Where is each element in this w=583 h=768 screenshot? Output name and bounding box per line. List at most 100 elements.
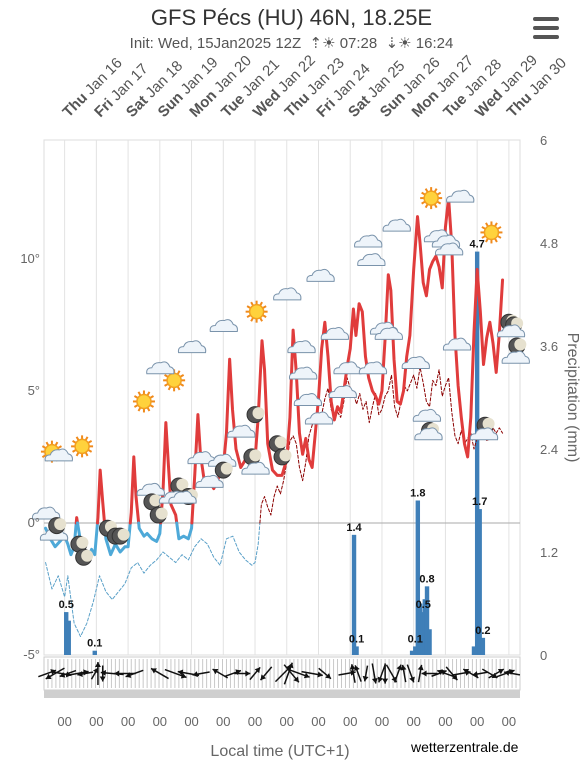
cloud-icon [469, 427, 499, 441]
wind-head [245, 670, 251, 677]
wind-head [451, 674, 458, 681]
temp-axis-tick: 0° [28, 515, 40, 530]
cloud-shape [287, 340, 316, 354]
cloud-icon [496, 324, 526, 338]
precip-axis-tick: 6 [540, 133, 547, 148]
precip-axis-title: Precipitation (mm) [564, 333, 581, 463]
hour-tick-label: 00 [248, 714, 262, 729]
cloud-icon [442, 337, 472, 351]
wind-head [463, 669, 470, 675]
time-strip [44, 690, 520, 698]
precip-value-label: 0.5 [416, 599, 431, 611]
temperature-line [95, 468, 107, 525]
precip-bar [480, 637, 486, 655]
precip-value-label: 0.8 [419, 573, 434, 585]
wind-arrow-icon [77, 671, 94, 677]
moon-light [155, 507, 168, 520]
precip-bar [409, 650, 415, 655]
wind-head [362, 675, 369, 682]
sun-disc [136, 393, 152, 410]
wind-arrow-icon [125, 669, 144, 678]
cloud-icon [209, 319, 238, 333]
sun-disc [423, 190, 439, 206]
cloud-shape [195, 474, 224, 488]
wind-arrow-icon [462, 668, 479, 679]
precip-axis-tick: 1.2 [540, 545, 558, 560]
wind-head [45, 673, 52, 679]
hamburger-menu-icon[interactable] [533, 17, 559, 39]
cloud-shape [320, 327, 350, 340]
hour-tick-label: 00 [343, 714, 357, 729]
wind-head [354, 665, 360, 672]
sunrise-icon: ⇡☀ [309, 35, 336, 52]
wind-arrow-icon [224, 669, 242, 678]
wind-arrow-icon [406, 664, 415, 683]
moon-light [176, 478, 189, 491]
wind-head [417, 664, 424, 671]
wind-arrow-icon [301, 670, 323, 678]
wind-head [260, 674, 267, 681]
wind-head [59, 671, 66, 678]
precip-bar [420, 612, 425, 655]
wind-head [99, 676, 106, 682]
cloud-shape [412, 408, 442, 422]
moon-light [117, 528, 130, 541]
wind-arrow-icon [164, 668, 187, 679]
sun-disc [248, 303, 265, 320]
wind-arrow-icon [94, 662, 101, 685]
wind-head [377, 676, 384, 683]
wind-arrow-icon [472, 671, 489, 677]
precip-value-label: 0.5 [59, 599, 74, 611]
moon-icon [170, 477, 189, 495]
chart-title: GFS Pécs (HU) 46N, 18.25E [150, 5, 433, 30]
precip-bar [354, 646, 359, 655]
precip-axis-tick: 0 [540, 648, 547, 663]
wind-arrow-icon [382, 663, 389, 684]
cloud-shape [288, 366, 318, 380]
cloud-icon [446, 189, 475, 203]
temperature-line [128, 455, 141, 525]
moon-icon [214, 461, 233, 479]
cloud-shape [241, 461, 270, 475]
cloud-icon [273, 287, 302, 301]
precip-bar [477, 509, 482, 655]
wind-arrow-icon [114, 670, 136, 677]
temperature-line [137, 521, 163, 543]
precip-value-label: 0.1 [349, 633, 364, 645]
precip-value-label: 1.4 [346, 522, 362, 534]
moon-icon [508, 337, 527, 355]
precip-bar [474, 251, 480, 656]
wind-arrow-icon [289, 669, 310, 679]
cloud-icon [31, 506, 61, 520]
cloud-icon [288, 366, 318, 380]
hour-tick-label: 00 [184, 714, 198, 729]
moon-icon [48, 517, 67, 535]
wind-arrow-icon [504, 670, 521, 676]
cloud-icon [146, 361, 175, 375]
cloud-icon [382, 218, 411, 232]
moon-light [274, 436, 287, 449]
wind-arrow-icon [496, 669, 515, 678]
dewpoint-line [45, 522, 261, 638]
wind-arrow-icon [59, 669, 77, 678]
wind-arrow-icon [377, 664, 386, 683]
precip-bar [427, 629, 432, 655]
wind-arrow-icon [362, 665, 369, 682]
precip-bar [424, 586, 430, 655]
cloud-shape [358, 361, 388, 375]
precip-bar [417, 603, 423, 655]
source-credit: wetterzentrale.de [411, 739, 519, 755]
cloud-shape [382, 218, 411, 232]
cloud-shape [434, 242, 464, 256]
temperature-line [103, 521, 132, 557]
hour-tick-label: 00 [311, 714, 325, 729]
cloud-shape [496, 324, 526, 338]
wind-head [114, 670, 120, 677]
sun-disc [166, 372, 182, 389]
cloud-shape [374, 327, 403, 340]
init-time: Init: Wed, 15Jan2025 12Z [129, 35, 302, 52]
cloud-icon [358, 361, 388, 375]
cloud-shape [146, 361, 175, 375]
cloud-icon [168, 490, 197, 504]
cloud-shape [31, 506, 61, 520]
